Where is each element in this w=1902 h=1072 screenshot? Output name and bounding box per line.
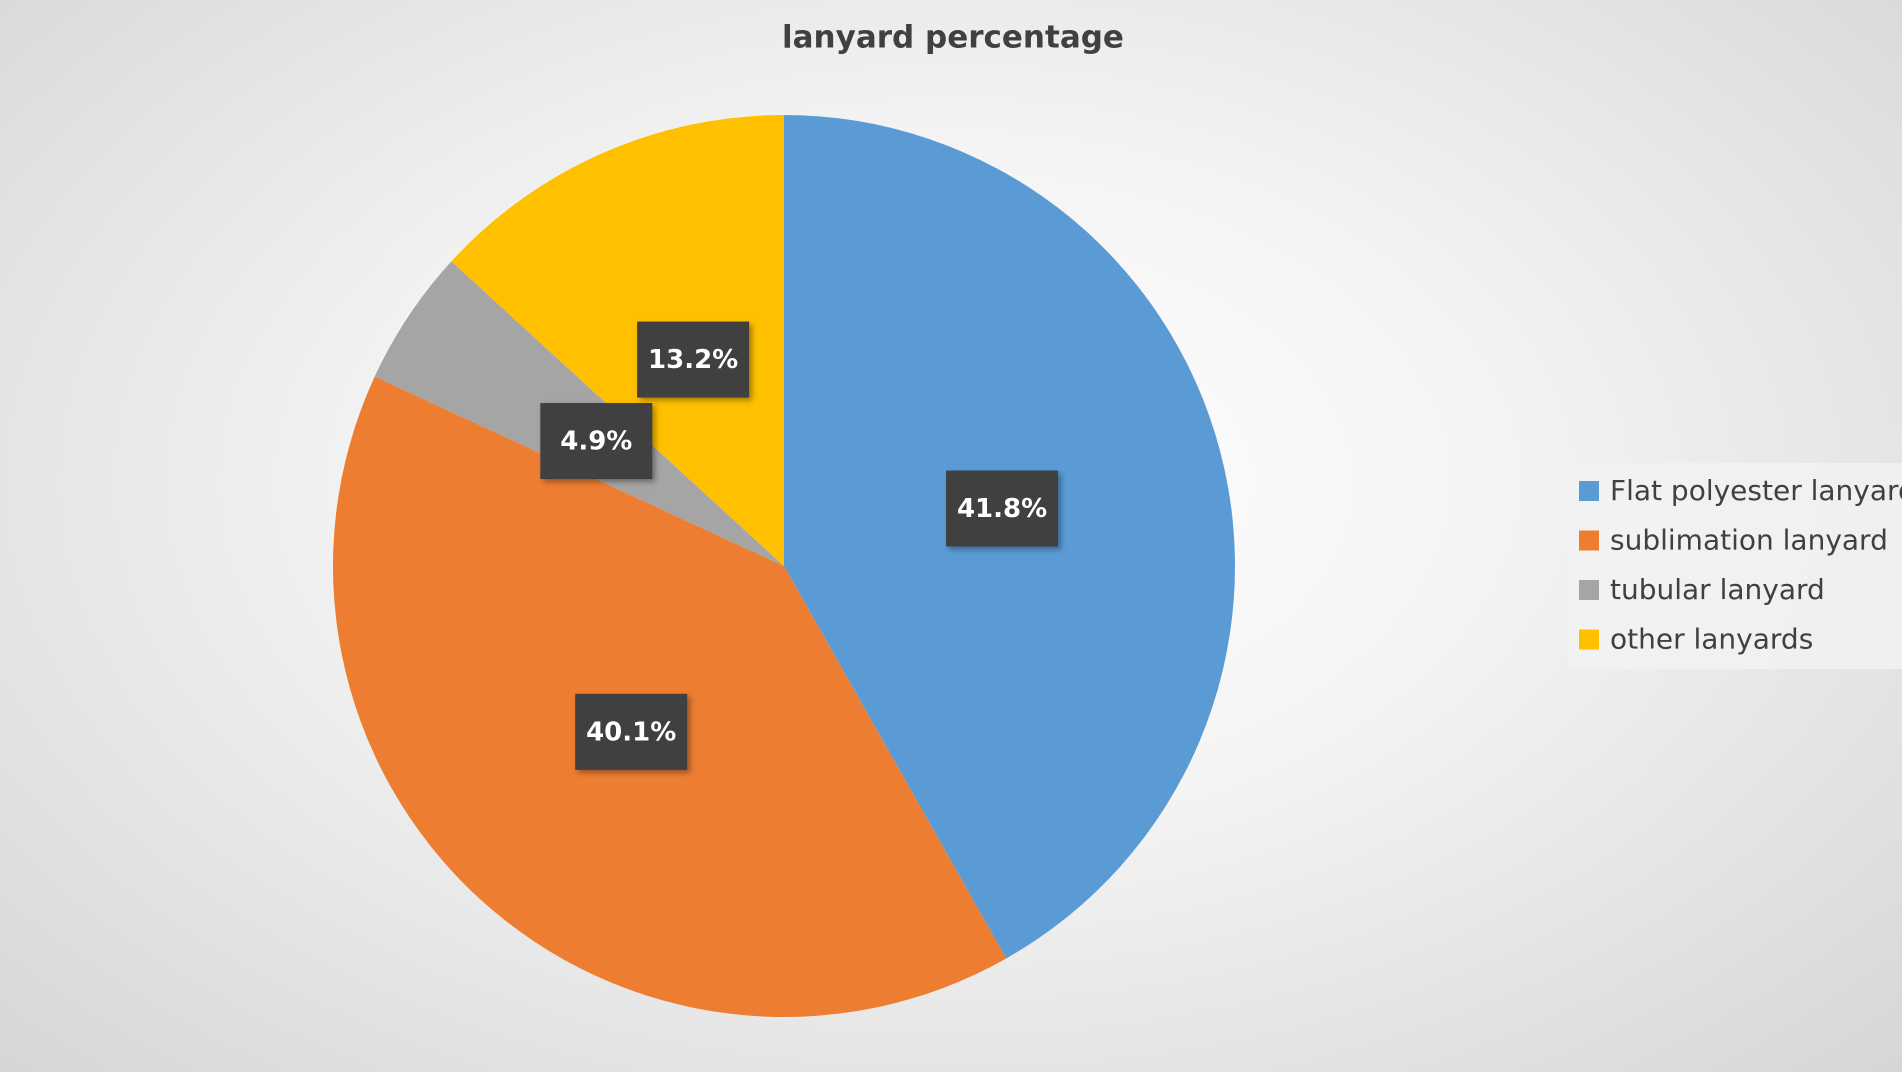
- legend-label: tubular lanyard: [1610, 573, 1825, 606]
- data-label-box: [540, 403, 653, 480]
- legend: Flat polyester lanyard sublimation lanyar…: [1579, 474, 1902, 656]
- legend-swatch: [1579, 530, 1599, 551]
- data-label-box: [575, 693, 688, 770]
- data-label: 4.9%: [560, 427, 632, 457]
- data-label: 41.8%: [957, 494, 1047, 524]
- legend-swatch: [1579, 580, 1599, 600]
- legend-swatch: [1579, 629, 1599, 650]
- legend-swatch: [1579, 481, 1599, 501]
- legend-label: sublimation lanyard: [1610, 524, 1888, 557]
- legend-label: Flat polyester lanyard: [1610, 474, 1902, 507]
- pie-slice: [451, 115, 784, 566]
- chart-title: lanyard percentage: [782, 20, 1124, 56]
- legend-box: [1568, 463, 1902, 669]
- data-label: 40.1%: [586, 717, 676, 747]
- data-label-box: [946, 470, 1059, 547]
- data-label: 13.2%: [648, 345, 738, 375]
- data-labels: 41.8% 40.1% 4.9% 13.2%: [540, 321, 1059, 770]
- legend-label: other lanyards: [1610, 623, 1813, 656]
- pie: [333, 115, 1235, 1017]
- data-label-box: [637, 321, 750, 398]
